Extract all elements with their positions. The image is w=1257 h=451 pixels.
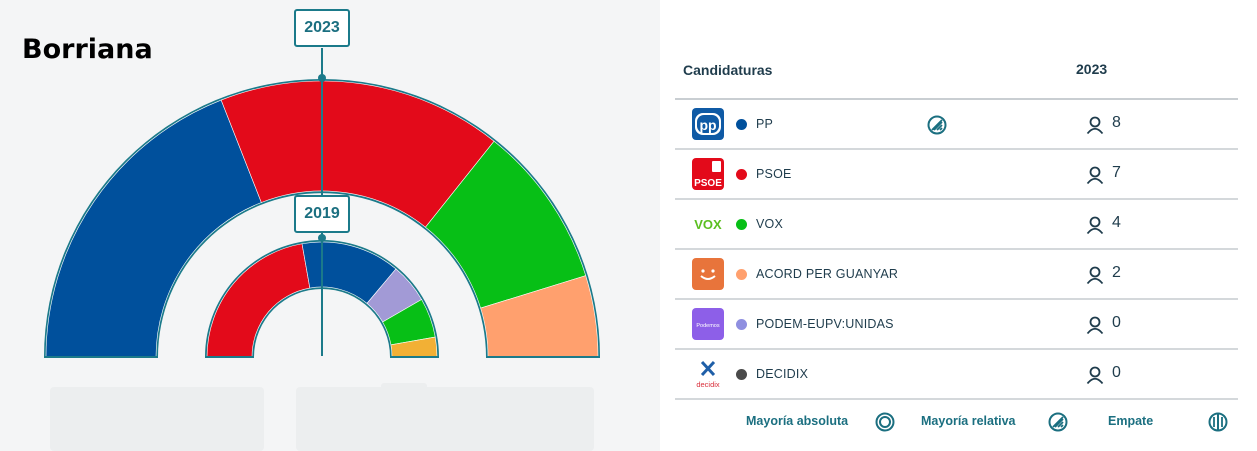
seat-count: 8 [1112,114,1121,131]
majority-absolute-icon [875,412,895,437]
seat-count: 0 [1112,364,1121,381]
pp-logo-icon: pp [692,108,724,140]
party-name: DECIDIX [756,367,809,381]
legend-empate: Empate [1108,414,1154,428]
party-name: PP [756,117,774,131]
table-row-acord-per-guanyar: ACORD PER GUANYAR 2 [675,250,1238,300]
municipality-title: Borriana [22,34,153,65]
table-row-podem-eupv-unidas: Podemos PODEM-EUPV:UNIDAS 0 [675,300,1238,350]
header-divider [675,98,1238,100]
person-icon [1085,265,1105,290]
party-name: PSOE [756,167,792,181]
psoe-logo-icon: PSOE [692,158,724,190]
party-name: PODEM-EUPV:UNIDAS [756,317,894,331]
placeholder-card-right [296,387,594,451]
results-table: Candidaturas 2023 pp PP 8 PSOE PSOE 7 VO… [660,0,1257,451]
svg-text:Podemos: Podemos [696,323,719,329]
party-color-dot [736,219,747,230]
hemicycle-chart [44,48,600,358]
hemicycle-panel: Borriana 2023 2019 [22,9,600,451]
outer-ring-2023 [44,79,600,358]
person-icon [1085,215,1105,240]
acord-logo-icon [692,258,724,290]
person-icon [1085,115,1105,140]
decidix-logo-icon: decidix [692,358,724,390]
legend-mayoria-relativa: Mayoría relativa [921,414,1016,428]
svg-text:pp: pp [699,117,716,133]
svg-text:decidix: decidix [696,380,720,389]
svg-text:PSOE: PSOE [694,178,722,189]
table-row-psoe: PSOE PSOE 7 [675,150,1238,200]
year-badge-2023[interactable]: 2023 [294,9,350,47]
placeholder-card-left [50,387,264,451]
legend-mayoria-absoluta: Mayoría absoluta [746,414,849,428]
tie-icon [1208,412,1228,437]
table-row-vox: VOX VOX 4 [675,200,1238,250]
person-icon [1085,365,1105,390]
party-color-dot [736,169,747,180]
seat-count: 4 [1112,214,1121,231]
party-color-dot [736,119,747,130]
party-color-dot [736,319,747,330]
column-header-candidaturas: Candidaturas [683,62,773,78]
year-badge-2019[interactable]: 2019 [294,195,350,233]
year-marker-dot-outer [318,74,326,82]
majority-relative-icon [927,115,947,140]
column-header-year[interactable]: 2023 [1076,61,1108,77]
seat-count: 7 [1112,164,1121,181]
table-row-pp: pp PP 8 [675,100,1238,150]
inner-segment-psoe[interactable] [206,243,311,358]
party-name: VOX [756,217,783,231]
party-name: ACORD PER GUANYAR [756,267,899,281]
party-color-dot [736,269,747,280]
majority-relative-icon [1048,412,1068,437]
year-marker-dot-inner [318,234,326,242]
person-icon [1085,315,1105,340]
party-color-dot [736,369,747,380]
svg-text:VOX: VOX [694,217,722,232]
table-row-decidix: decidix DECIDIX 0 [675,350,1238,400]
inner-ring-2019 [205,240,439,358]
podemos-logo-icon: Podemos [692,308,724,340]
outer-segment-pp[interactable] [45,99,262,358]
vox-logo-icon: VOX [692,208,724,240]
seat-count: 2 [1112,264,1121,281]
seat-count: 0 [1112,314,1121,331]
placeholder-tab [381,383,427,389]
person-icon [1085,165,1105,190]
